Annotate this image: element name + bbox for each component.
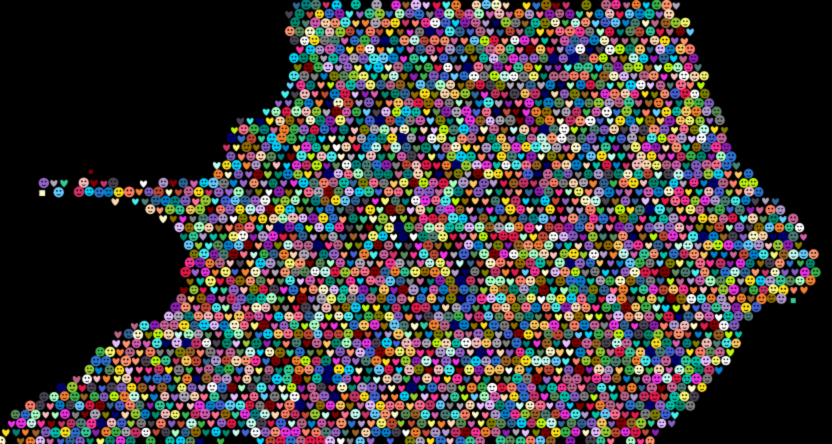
mosaic-artwork-stage: Map silhouette of Belarus filled with a … — [0, 0, 832, 444]
emoji-mosaic-canvas — [0, 0, 832, 444]
